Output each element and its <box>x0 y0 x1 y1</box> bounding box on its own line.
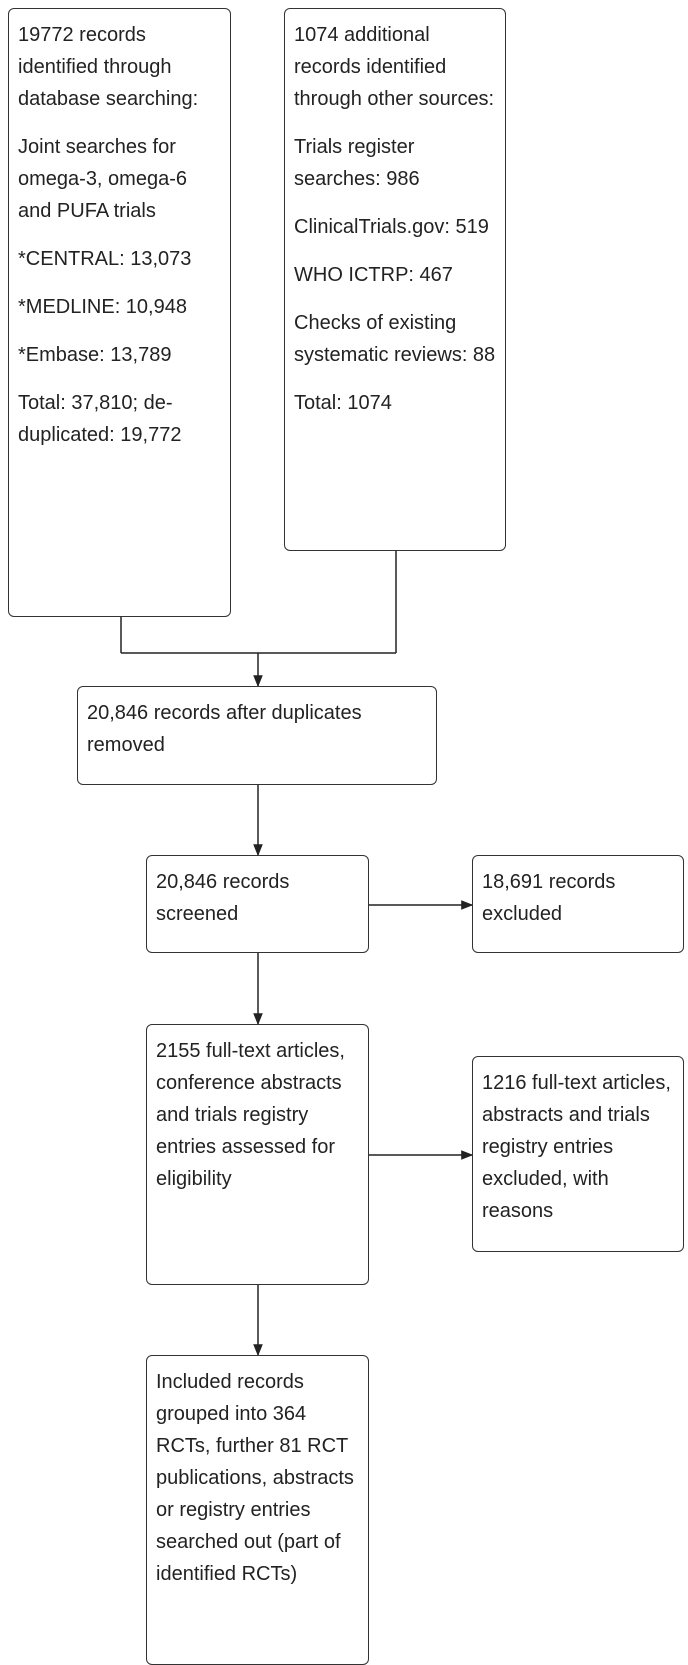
included-box: Included records grouped into 364 RCTs, … <box>146 1355 369 1665</box>
db-search-box: 19772 records identified through databas… <box>8 8 231 617</box>
screened-text: 20,846 records screened <box>156 871 290 925</box>
excluded-fulltext-text: 1216 full-text articles, abstracts and t… <box>482 1072 671 1222</box>
other-sources-total: Total: 1074 <box>294 392 392 414</box>
assessed-box: 2155 full-text articles, conference abst… <box>146 1024 369 1285</box>
included-text: Included records grouped into 364 RCTs, … <box>156 1371 354 1585</box>
other-sources-trials-register: Trials register searches: 986 <box>294 136 420 190</box>
other-sources-clinicaltrials: ClinicalTrials.gov: 519 <box>294 216 489 238</box>
excluded-fulltext-box: 1216 full-text articles, abstracts and t… <box>472 1056 684 1252</box>
after-duplicates-box: 20,846 records after duplicates removed <box>77 686 437 785</box>
other-sources-checks: Checks of existing systematic reviews: 8… <box>294 312 496 366</box>
after-duplicates-text: 20,846 records after duplicates removed <box>87 702 362 756</box>
db-search-medline: *MEDLINE: 10,948 <box>18 296 187 318</box>
db-search-total: Total: 37,810; de-duplicated: 19,772 <box>18 392 182 446</box>
other-sources-box: 1074 additional records identified throu… <box>284 8 506 551</box>
screened-box: 20,846 records screened <box>146 855 369 953</box>
db-search-embase: *Embase: 13,789 <box>18 344 172 366</box>
assessed-text: 2155 full-text articles, conference abst… <box>156 1040 345 1190</box>
excluded-screen-box: 18,691 records excluded <box>472 855 684 953</box>
db-search-heading: 19772 records identified through databas… <box>18 24 199 110</box>
other-sources-heading: 1074 additional records identified throu… <box>294 24 495 110</box>
db-search-central: *CENTRAL: 13,073 <box>18 248 192 270</box>
db-search-joint: Joint searches for omega-3, omega-6 and … <box>18 136 187 222</box>
excluded-screen-text: 18,691 records excluded <box>482 871 616 925</box>
other-sources-who-ictrp: WHO ICTRP: 467 <box>294 264 453 286</box>
